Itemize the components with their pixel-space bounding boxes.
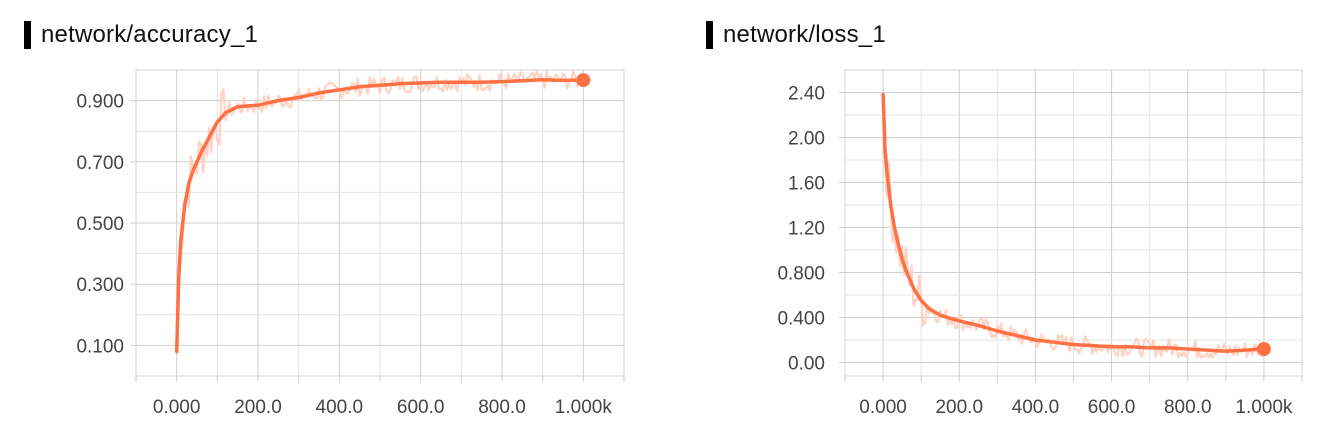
x-tick-label: 600.0	[1088, 397, 1136, 418]
accuracy-chart-card: network/accuracy_1 0.000 200.0 400.0 600.0 8…	[0, 0, 660, 434]
x-tick-label: 1.000k	[1235, 397, 1293, 418]
accuracy-grid	[135, 69, 625, 377]
loss-chart-title: network/loss_1	[706, 18, 886, 52]
x-tick-label: 0.000	[859, 397, 907, 418]
y-tick-label: 0.300	[76, 275, 124, 296]
accuracy-chart-title: network/accuracy_1	[24, 18, 258, 52]
loss-chart: 0.000 200.0 400.0 600.0 800.0 1.000k 0.00 0.400…	[777, 69, 1303, 418]
loss-title-text: network/loss_1	[723, 21, 886, 48]
accuracy-chart: 0.000 200.0 400.0 600.0 800.0 1.000k 0.100 0.30…	[76, 69, 625, 418]
x-tick-label: 400.0	[316, 397, 364, 418]
x-tick-label: 0.000	[153, 397, 201, 418]
y-tick-label: 0.900	[76, 92, 124, 113]
loss-chart-card: network/loss_1 0.000 200.0 400.0 600.0 800.0…	[680, 0, 1342, 434]
loss-ticks: 0.000 200.0 400.0 600.0 800.0 1.000k 0.00 0.400…	[777, 84, 1303, 418]
x-tick-label: 200.0	[234, 397, 282, 418]
y-tick-label: 2.00	[788, 129, 825, 150]
y-tick-label: 2.40	[788, 84, 825, 105]
title-marker	[24, 21, 31, 49]
y-tick-label: 0.100	[76, 336, 124, 357]
loss-raw-line	[882, 93, 1265, 359]
x-tick-label: 800.0	[478, 397, 526, 418]
x-tick-label: 400.0	[1012, 397, 1060, 418]
y-tick-label: 0.500	[76, 214, 124, 235]
y-tick-label: 0.800	[777, 264, 825, 285]
x-tick-label: 600.0	[397, 397, 445, 418]
accuracy-title-text: network/accuracy_1	[41, 21, 259, 48]
y-tick-label: 1.60	[788, 174, 825, 195]
accuracy-last-point[interactable]	[576, 73, 591, 88]
y-tick-label: 0.00	[788, 354, 825, 375]
loss-series-line	[881, 93, 1266, 354]
y-tick-label: 0.700	[76, 153, 124, 174]
y-tick-label: 1.20	[788, 219, 825, 240]
accuracy-series-line	[174, 78, 586, 354]
x-tick-label: 800.0	[1164, 397, 1212, 418]
loss-last-point[interactable]	[1256, 342, 1271, 356]
y-tick-label: 0.400	[777, 309, 825, 330]
x-tick-label: 1.000k	[555, 397, 613, 418]
accuracy-raw-line	[175, 69, 584, 353]
loss-grid	[844, 69, 1303, 376]
title-marker	[706, 21, 713, 49]
x-tick-label: 200.0	[935, 397, 983, 418]
accuracy-ticks: 0.000 200.0 400.0 600.0 800.0 1.000k 0.100 0.30…	[76, 92, 625, 418]
